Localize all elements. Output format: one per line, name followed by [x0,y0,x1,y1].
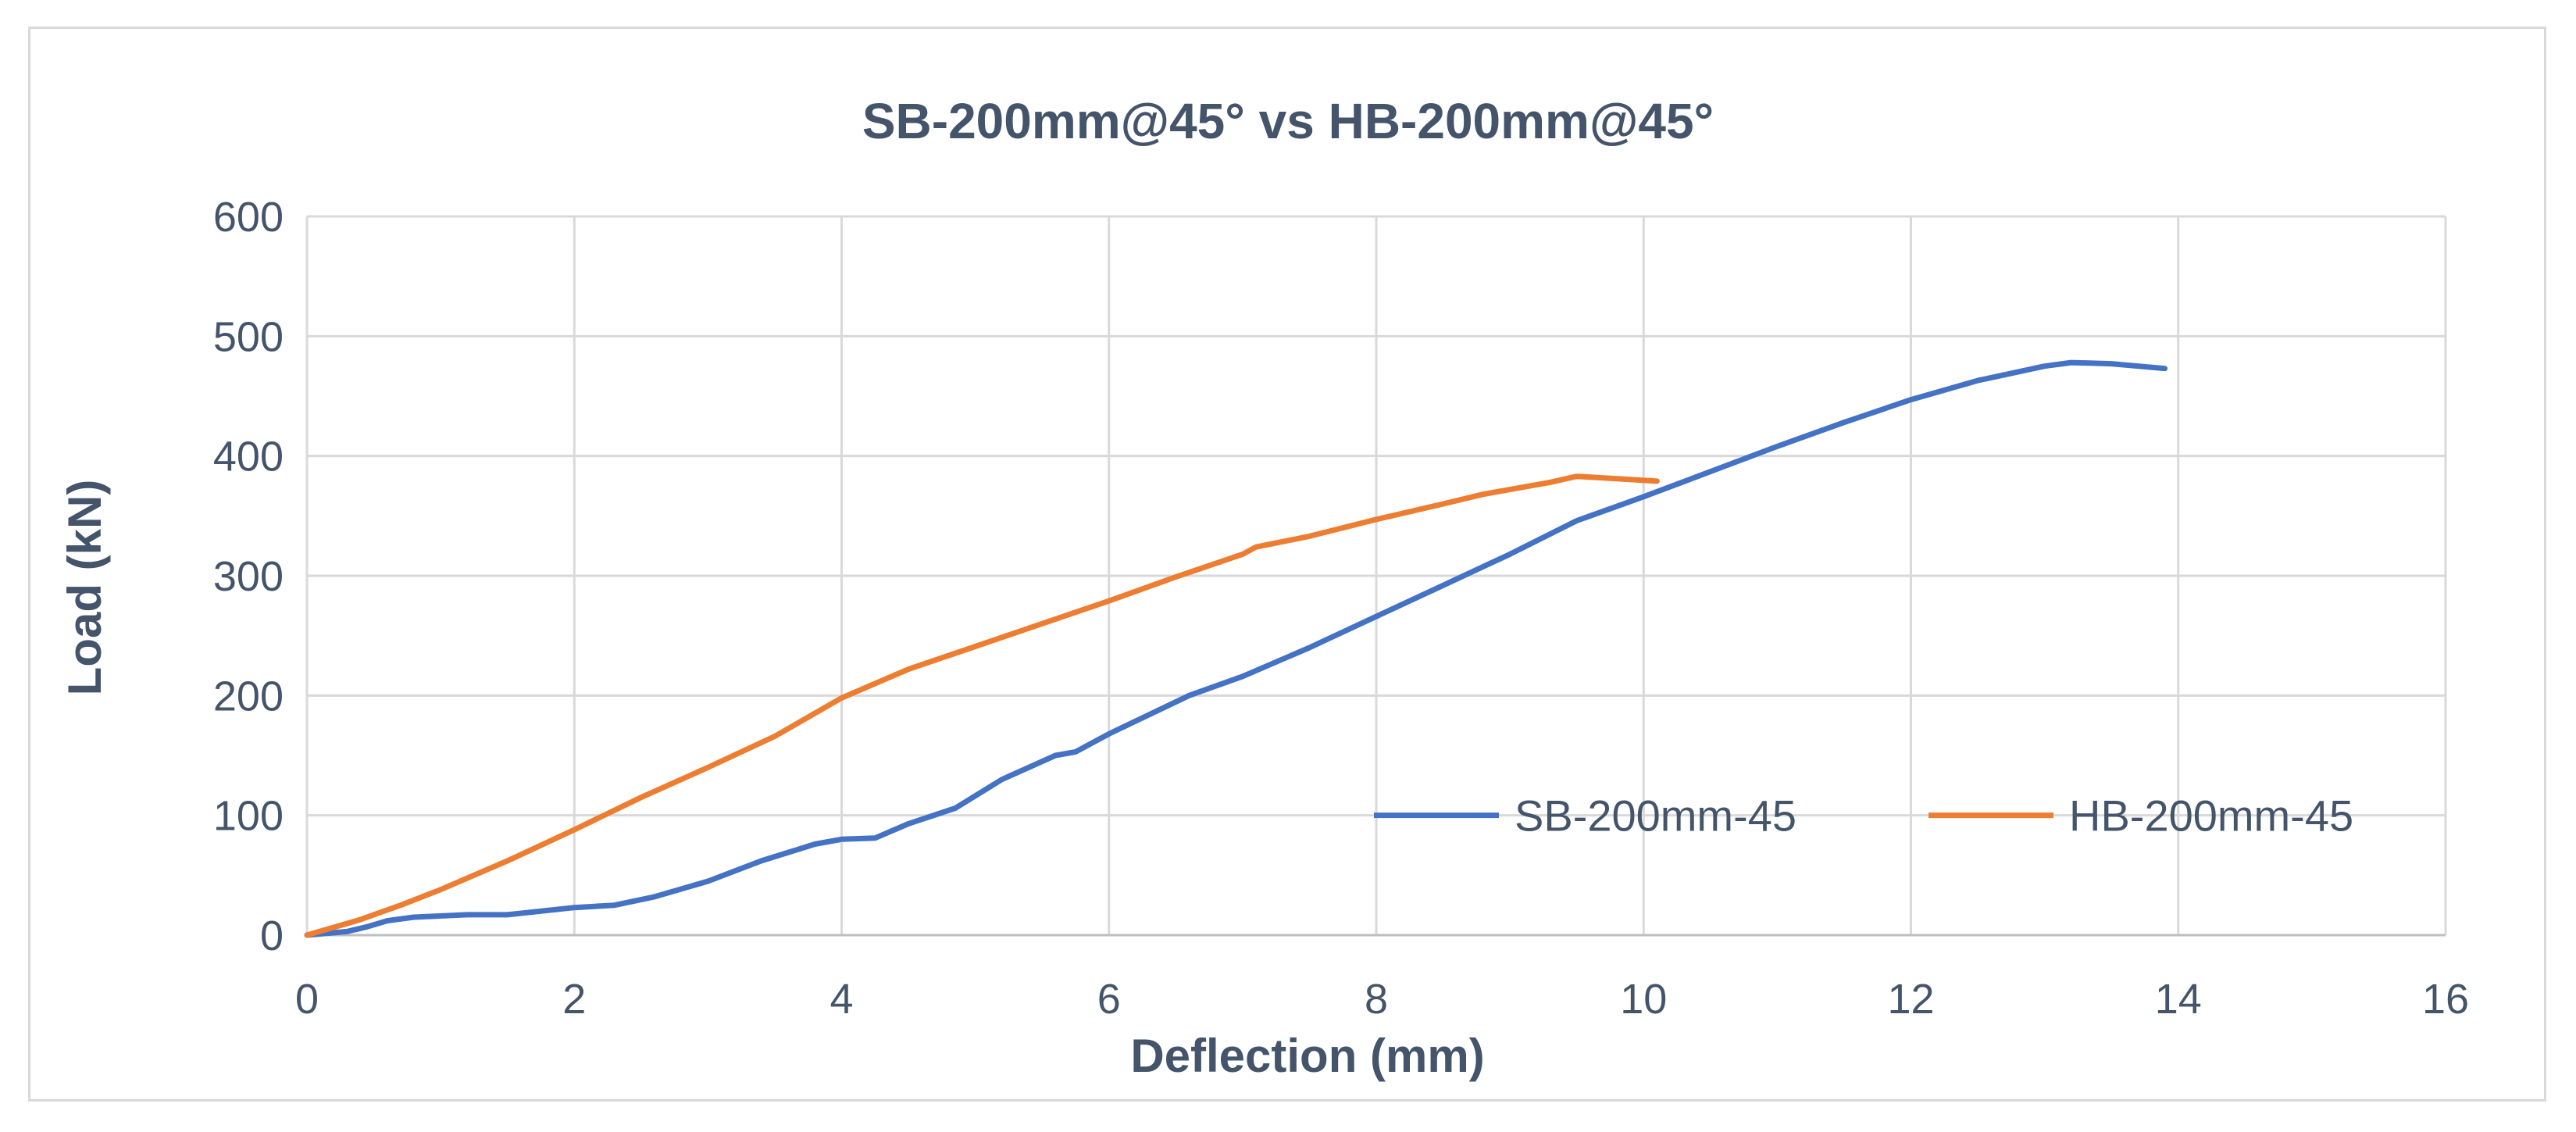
chart-title: SB-200mm@45° vs HB-200mm@45° [862,93,1714,149]
x-tick-label: 12 [1887,976,1934,1023]
y-tick-label: 200 [213,673,284,720]
y-tick-label: 100 [213,793,284,840]
x-tick-label: 10 [1620,976,1667,1023]
x-tick-label: 14 [2155,976,2202,1023]
y-axis-title: Load (kN) [59,480,111,696]
y-tick-label: 0 [260,912,284,959]
x-tick-label: 0 [295,976,319,1023]
x-tick-label: 2 [562,976,586,1023]
x-tick-label: 8 [1365,976,1388,1023]
series-line-hb-200mm-45 [304,473,1660,938]
y-tick-label: 500 [213,313,284,360]
y-tick-label: 300 [213,553,284,600]
legend: SB-200mm-45 HB-200mm-45 [1374,791,2353,841]
grid [305,215,2447,937]
x-tick-label: 6 [1097,976,1121,1023]
chart-svg: SB-200mm@45° vs HB-200mm@45° 0 2 4 6 8 10 12 14… [59,93,2469,1082]
series-layer [304,359,2168,938]
x-tick-labels: 0 2 4 6 8 10 12 14 16 [295,976,2469,1023]
y-tick-label: 400 [213,434,284,480]
legend-label: SB-200mm-45 [1515,791,1796,841]
y-tick-label: 600 [213,194,284,241]
x-tick-label: 16 [2422,976,2469,1023]
chart-frame: SB-200mm@45° vs HB-200mm@45° 0 2 4 6 8 10 12 14… [28,27,2546,1102]
x-tick-label: 4 [830,976,853,1023]
legend-label: HB-200mm-45 [2069,791,2353,841]
series-line-sb-200mm-45 [304,359,2168,938]
x-axis-title: Deflection (mm) [1130,1030,1484,1082]
y-tick-labels: 0 100 200 300 400 500 600 [213,194,284,959]
